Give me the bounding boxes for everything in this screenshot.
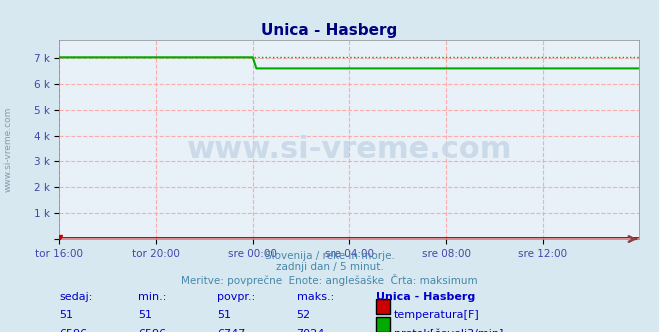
Text: 52: 52 bbox=[297, 310, 310, 320]
Text: sedaj:: sedaj: bbox=[59, 292, 93, 302]
Text: zadnji dan / 5 minut.: zadnji dan / 5 minut. bbox=[275, 262, 384, 272]
Text: 6747: 6747 bbox=[217, 329, 246, 332]
Text: Unica - Hasberg: Unica - Hasberg bbox=[262, 23, 397, 38]
Text: maks.:: maks.: bbox=[297, 292, 334, 302]
Text: 51: 51 bbox=[138, 310, 152, 320]
Text: www.si-vreme.com: www.si-vreme.com bbox=[3, 107, 13, 192]
Text: 6596: 6596 bbox=[138, 329, 167, 332]
Text: Unica - Hasberg: Unica - Hasberg bbox=[376, 292, 475, 302]
Text: Slovenija / reke in morje.: Slovenija / reke in morje. bbox=[264, 251, 395, 261]
Text: Meritve: povprečne  Enote: anglešaške  Črta: maksimum: Meritve: povprečne Enote: anglešaške Črt… bbox=[181, 274, 478, 286]
Text: povpr.:: povpr.: bbox=[217, 292, 256, 302]
Text: 51: 51 bbox=[59, 310, 73, 320]
Text: pretok[čevelj3/min]: pretok[čevelj3/min] bbox=[394, 329, 503, 332]
Text: www.si-vreme.com: www.si-vreme.com bbox=[186, 135, 512, 164]
Text: 6596: 6596 bbox=[59, 329, 88, 332]
Text: min.:: min.: bbox=[138, 292, 167, 302]
Text: temperatura[F]: temperatura[F] bbox=[394, 310, 480, 320]
Text: 7024: 7024 bbox=[297, 329, 325, 332]
Text: 51: 51 bbox=[217, 310, 231, 320]
